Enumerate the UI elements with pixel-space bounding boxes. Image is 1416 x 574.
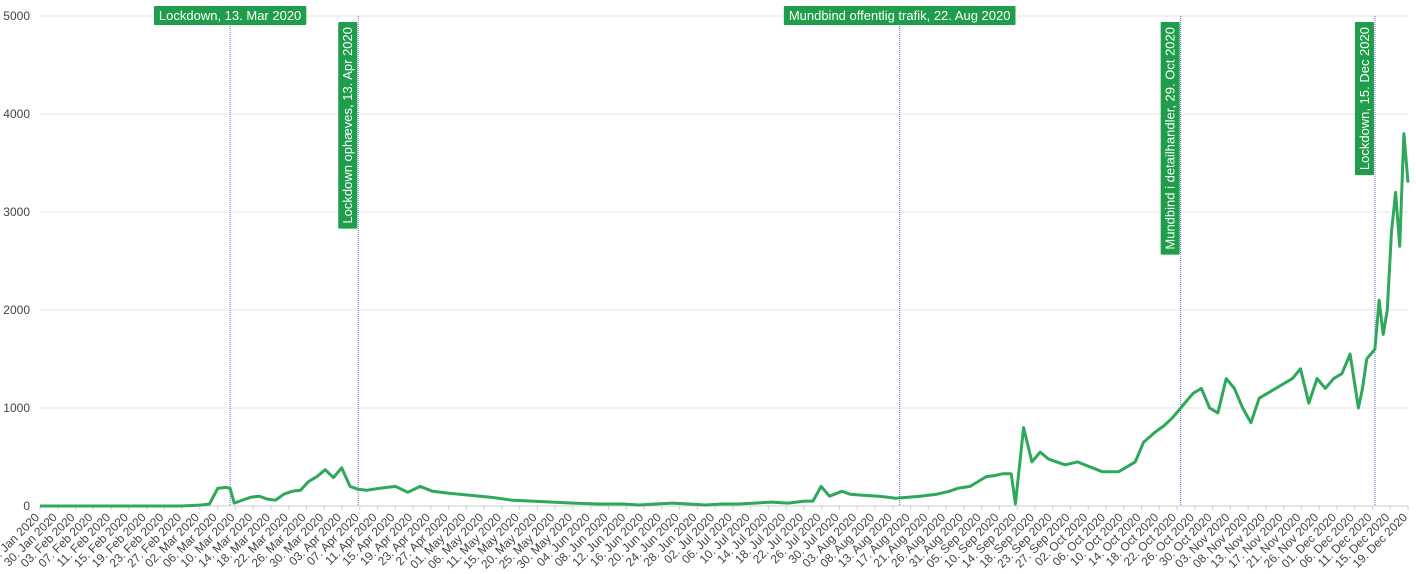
- annotation-label: Lockdown ophæves, 13. Apr 2020: [338, 22, 358, 229]
- annotation-box: [153, 6, 307, 25]
- annotation-box: [338, 22, 358, 229]
- annotation-text: Mundbind i detailhandler, 29. Oct 2020: [1163, 27, 1178, 250]
- y-tick-label: 0: [23, 499, 30, 513]
- annotation-label: Mundbind offentlig trafik, 22. Aug 2020: [783, 6, 1016, 25]
- y-tick-label: 3000: [3, 205, 30, 219]
- annotation-box: [1354, 22, 1374, 176]
- y-axis: 0 1000 2000 3000 4000 5000: [3, 9, 30, 513]
- annotation-label: Lockdown, 13. Mar 2020: [153, 6, 307, 25]
- annotation-box: [1160, 22, 1180, 255]
- annotation-labels: Lockdown, 13. Mar 2020 Lockdown ophæves, …: [153, 6, 1374, 255]
- plot-area: [40, 132, 1410, 508]
- series-line: [40, 132, 1410, 508]
- annotation-text: Lockdown, 15. Dec 2020: [1357, 27, 1372, 170]
- y-tick-label: 4000: [3, 107, 30, 121]
- annotation-box: [783, 6, 1016, 25]
- y-tick-label: 1000: [3, 401, 30, 415]
- grid-lines: [40, 15, 1408, 507]
- annotation-text: Mundbind offentlig trafik, 22. Aug 2020: [789, 8, 1011, 23]
- annotation-text: Lockdown ophæves, 13. Apr 2020: [340, 27, 355, 224]
- annotation-text: Lockdown, 13. Mar 2020: [159, 8, 301, 23]
- annotation-lines: [229, 16, 1376, 506]
- y-tick-label: 5000: [3, 9, 30, 23]
- y-tick-label: 2000: [3, 303, 30, 317]
- annotation-label: Mundbind i detailhandler, 29. Oct 2020: [1160, 22, 1180, 255]
- annotation-label: Lockdown, 15. Dec 2020: [1354, 22, 1374, 176]
